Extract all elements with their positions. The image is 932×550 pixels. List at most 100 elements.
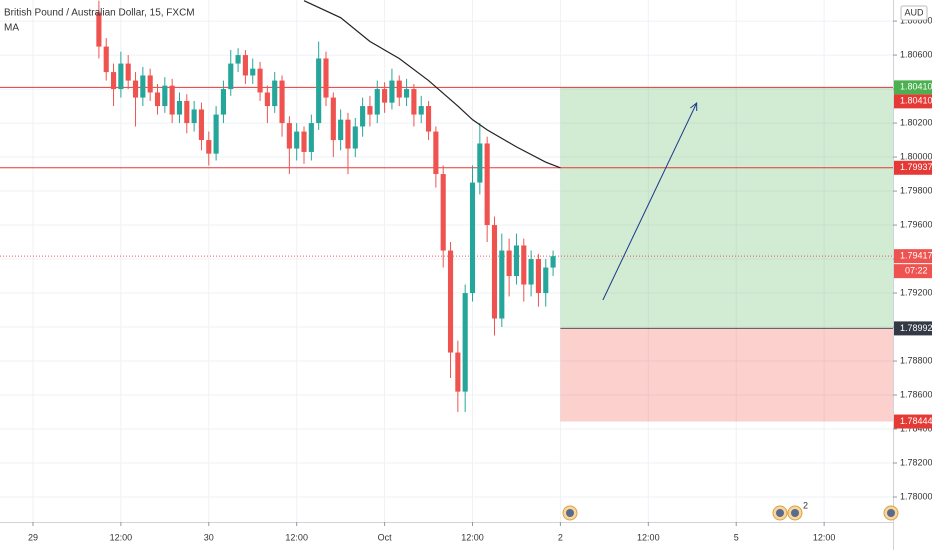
candle-body bbox=[499, 250, 505, 319]
candle-body bbox=[528, 259, 534, 285]
candle-body bbox=[469, 182, 476, 294]
candle-body bbox=[118, 63, 124, 90]
candle-body bbox=[220, 89, 226, 115]
candle-body bbox=[352, 126, 358, 149]
candle-body bbox=[330, 97, 336, 141]
candle-body bbox=[272, 80, 278, 107]
entry-price-label: 1.78992 bbox=[900, 323, 932, 333]
arrow-head bbox=[690, 101, 698, 112]
indicator-label: MA bbox=[4, 23, 19, 34]
candle-body bbox=[323, 58, 329, 98]
candle-body bbox=[228, 63, 234, 90]
level-price-label: 1.79937 bbox=[900, 162, 932, 172]
event-icon-inner bbox=[776, 509, 784, 517]
event-icon-inner bbox=[566, 509, 574, 517]
candle-body bbox=[440, 174, 446, 251]
chart-title: British Pound / Australian Dollar, 15, F… bbox=[4, 8, 195, 19]
candle-body bbox=[279, 80, 285, 124]
candle-body bbox=[184, 100, 190, 124]
level-price-label-bg bbox=[894, 160, 932, 175]
candle-body bbox=[264, 92, 270, 107]
candle-body bbox=[242, 55, 248, 76]
event-icon-inner bbox=[887, 509, 895, 517]
candle-body bbox=[206, 140, 212, 154]
target-price-label: 1.80410 bbox=[900, 82, 932, 92]
stop-price-label-bg bbox=[894, 414, 932, 429]
x-tick-label: 12:00 bbox=[637, 532, 660, 542]
candle-body bbox=[382, 89, 388, 103]
candle-body bbox=[316, 58, 322, 124]
candle-body bbox=[462, 293, 468, 392]
candle-body bbox=[235, 55, 241, 64]
candle-body bbox=[213, 114, 219, 154]
candle-body bbox=[345, 119, 351, 149]
last-price-label-bg bbox=[894, 249, 932, 264]
candle-body bbox=[425, 106, 432, 132]
x-tick-label: Oct bbox=[378, 532, 393, 542]
candle-body bbox=[286, 123, 292, 149]
candle-body bbox=[447, 250, 454, 353]
currency: AUD bbox=[904, 7, 924, 17]
time-axis-bg bbox=[0, 522, 893, 550]
candle-body bbox=[418, 106, 424, 115]
candle-body bbox=[308, 123, 314, 152]
level-price-label: 1.80410 bbox=[900, 96, 932, 106]
candle-body bbox=[477, 143, 483, 183]
candle-body bbox=[125, 63, 131, 81]
x-tick-label: 5 bbox=[734, 532, 739, 542]
candle-body bbox=[250, 68, 256, 76]
currency-box bbox=[900, 5, 928, 21]
target-price-label-bg bbox=[894, 80, 932, 95]
candle-body bbox=[162, 85, 168, 107]
candle-body bbox=[191, 109, 197, 124]
y-tick-label: 1.78200 bbox=[900, 457, 932, 467]
event-icon-inner bbox=[791, 509, 799, 517]
candle-body bbox=[257, 68, 263, 93]
entry-price-label-bg bbox=[894, 321, 932, 336]
candle-body bbox=[521, 245, 527, 285]
candle-body bbox=[103, 46, 109, 73]
y-tick-label: 1.80000 bbox=[900, 151, 932, 161]
candle-body bbox=[550, 256, 556, 268]
y-tick-label: 1.78600 bbox=[900, 389, 932, 399]
candle-body bbox=[367, 106, 373, 115]
y-tick-label: 1.79600 bbox=[900, 219, 932, 229]
candle-body bbox=[140, 75, 146, 98]
candle-body bbox=[169, 85, 175, 115]
x-tick-label: 12:00 bbox=[461, 532, 484, 542]
y-tick-label: 1.79800 bbox=[900, 185, 932, 195]
candle-body bbox=[513, 245, 520, 277]
y-tick-label: 1.78800 bbox=[900, 355, 932, 365]
candle-body bbox=[301, 131, 307, 152]
event-badge: 2 bbox=[803, 500, 808, 510]
y-tick-label: 1.80600 bbox=[900, 49, 932, 59]
candle-body bbox=[154, 92, 161, 107]
ma-line bbox=[303, 0, 561, 169]
countdown-bg bbox=[894, 264, 932, 279]
x-tick-label: 12:00 bbox=[285, 532, 308, 542]
stop-price-label: 1.78444 bbox=[900, 416, 932, 426]
candle-body bbox=[535, 259, 542, 294]
candle-body bbox=[404, 89, 410, 98]
profit-zone bbox=[560, 87, 893, 329]
candle-body bbox=[389, 80, 395, 103]
candle-body bbox=[411, 89, 417, 115]
candle-body bbox=[374, 89, 380, 115]
candle-body bbox=[132, 80, 139, 98]
x-tick-label: 29 bbox=[28, 532, 38, 542]
last-price-label: 1.79417 bbox=[900, 251, 932, 261]
x-tick-label: 12:00 bbox=[110, 532, 133, 542]
candle-body bbox=[110, 72, 117, 90]
candle-body bbox=[506, 250, 512, 277]
candle-body bbox=[176, 100, 183, 115]
candle-body bbox=[484, 143, 490, 226]
countdown: 07:22 bbox=[905, 266, 928, 276]
y-tick-label: 1.78000 bbox=[900, 491, 932, 501]
candle-body bbox=[338, 119, 344, 141]
candle-body bbox=[491, 225, 498, 319]
candle-body bbox=[360, 106, 366, 127]
level-price-label-bg bbox=[894, 94, 932, 109]
arrow-line bbox=[602, 102, 698, 301]
